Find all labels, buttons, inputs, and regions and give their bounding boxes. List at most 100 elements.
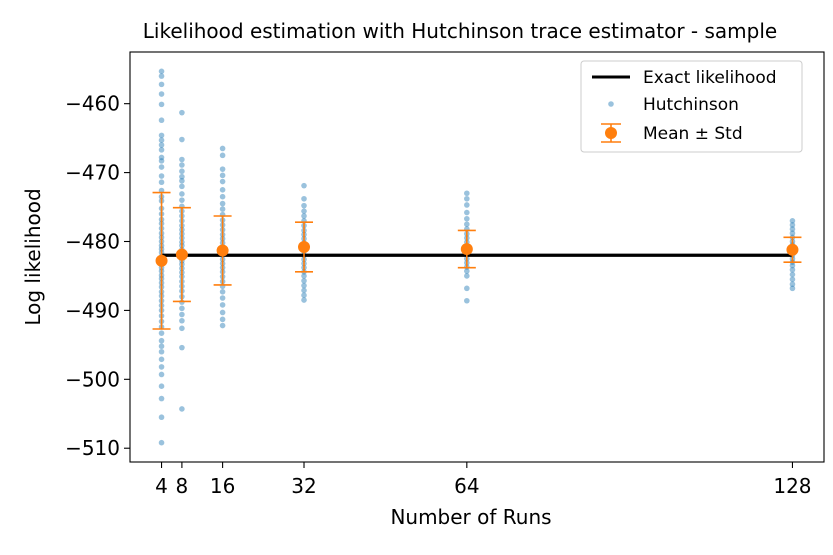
hutchinson-point [464,221,470,228]
hutchinson-point [789,266,796,273]
hutchinson-point [158,179,165,186]
hutchinson-point [179,325,185,332]
hutchinson-point [158,68,165,75]
hutchinson-point [158,348,165,355]
hutchinson-point [158,91,165,97]
mean-point [175,248,188,261]
hutchinson-point [179,197,185,203]
hutchinson-point [219,309,226,316]
hutchinson-point [158,356,165,363]
hutchinson-point [219,200,226,207]
hutchinson-point [301,292,307,299]
mean-point [786,243,799,256]
hutchinson-point [179,173,185,180]
hutchinson-point [158,147,165,153]
hutchinson-point [179,178,185,184]
hutchinson-point [219,302,226,308]
hutchinson-point [464,195,470,202]
hutchinson-point [301,287,307,294]
legend-box [580,60,803,153]
hutchinson-point [301,282,307,289]
hutchinson-point [158,439,165,446]
y-tick-label: −460 [65,92,120,116]
hutchinson-point [219,316,226,323]
hutchinson-point [219,295,226,301]
hutchinson-point [219,172,226,179]
hutchinson-point [179,406,185,412]
hutchinson-point [158,364,165,370]
legend-hutchinson-label: Hutchinson [643,95,739,115]
hutchinson-point [464,209,470,216]
hutchinson-point [179,311,185,318]
hutchinson-point [158,137,165,144]
hutchinson-point [301,182,307,189]
hutchinson-point [158,81,165,88]
legend: Exact likelihood Hutchinson Mean ± Std [580,60,803,153]
hutchinson-point [789,218,796,224]
x-tick-label: 64 [454,474,479,498]
hutchinson-point [789,222,796,228]
legend-exact-label: Exact likelihood [643,68,777,88]
hutchinson-point [789,262,796,269]
plot-frame [129,51,825,463]
hutchinson-point [301,208,307,214]
hutchinson-point [301,213,307,219]
hutchinson-point [301,202,307,209]
mean-point [298,241,311,254]
x-axis-label: Number of Runs [390,505,551,529]
hutchinson-point [158,101,165,108]
legend-hutchinson-swatch [608,101,614,107]
hutchinson-point [179,156,185,163]
hutchinson-point [464,202,470,208]
hutchinson-point [464,297,470,304]
chart-title: Likelihood estimation with Hutchinson tr… [143,19,777,43]
hutchinson-point [179,317,185,324]
hutchinson-point [158,117,165,124]
mean-point [155,254,168,267]
hutchinson-point [789,230,796,237]
y-tick-label: −510 [65,436,120,460]
x-tick-label: 4 [155,474,168,498]
mean-point [460,243,473,256]
hutchinson-point [219,187,226,193]
hutchinson-point [158,164,165,170]
y-tick-label: −480 [65,229,120,253]
hutchinson-point [158,73,165,79]
hutchinson-point [789,226,796,232]
hutchinson-point [301,195,307,202]
hutchinson-point [179,344,185,351]
y-axis-label: Log likelihood [21,188,45,325]
hutchinson-point [219,152,226,159]
hutchinson-point [158,414,165,421]
hutchinson-point [179,136,185,143]
hutchinson-point [789,271,796,278]
hutchinson-point [158,132,165,139]
hutchinson-point [158,383,165,390]
x-tick-label: 32 [291,474,316,498]
hutchinson-point [158,330,165,336]
legend-mean-label: Mean ± Std [643,124,743,144]
hutchinson-point [158,395,165,402]
hutchinson-point [789,281,796,288]
hutchinson-point [158,142,165,148]
x-axis-ticks: 4 8 16 32 64 128 [155,462,812,498]
hutchinson-point [219,145,226,152]
hutchinson-point [219,166,226,172]
hutchinson-point [301,277,307,284]
hutchinson-point [464,285,470,292]
hutchinson-point [179,168,185,175]
hutchinson-point [301,273,307,279]
y-axis-ticks: −460 −470 −480 −490 −500 −510 [65,92,130,460]
x-tick-label: 128 [773,474,811,498]
legend-mean-swatch [601,123,621,143]
hutchinson-point [219,288,226,295]
hutchinson-point [219,206,226,212]
hutchinson-point [464,273,470,279]
hutchinson-point [464,190,470,197]
hutchinson-point [179,162,185,168]
x-tick-label: 16 [210,474,235,498]
hutchinson-point [219,178,226,185]
y-tick-label: −470 [65,161,120,185]
hutchinson-point [789,285,796,292]
